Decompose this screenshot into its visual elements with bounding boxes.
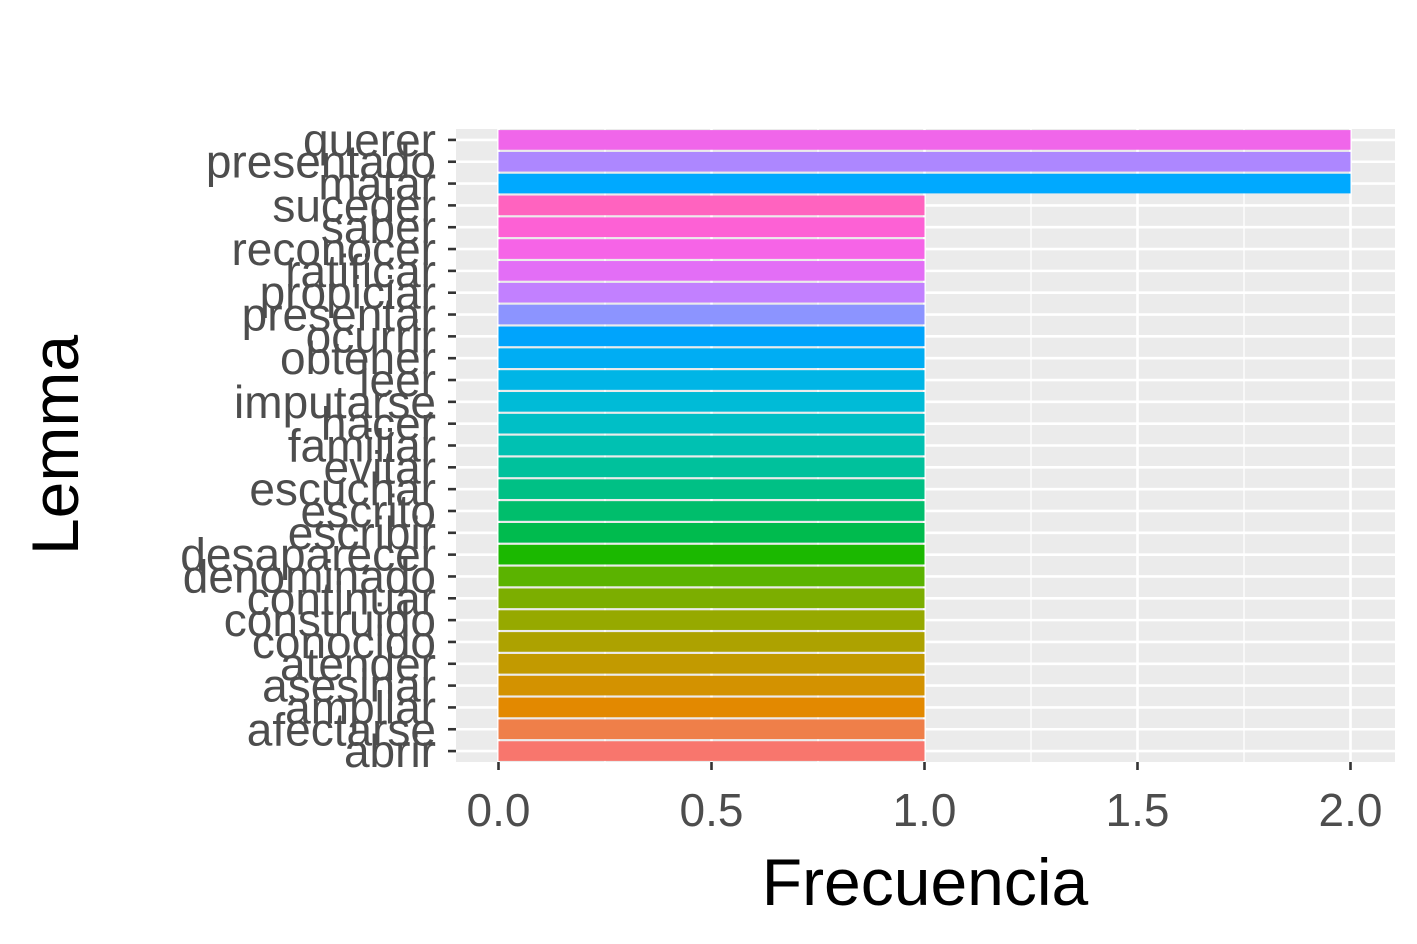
y-tick-label: escrito (301, 485, 436, 537)
y-tick-label: denominado (183, 550, 436, 602)
y-tick-label: construido (224, 594, 436, 646)
y-tick-label: imputarse (234, 376, 436, 428)
y-tick-label: escuchar (249, 463, 436, 515)
bar-escribir (498, 522, 925, 543)
y-tick-label: familiar (288, 420, 436, 472)
bars (498, 130, 1351, 761)
bar-continuar (498, 588, 925, 609)
bar-matar (498, 173, 1351, 194)
bar-imputarse (498, 392, 925, 412)
bar-construido (498, 610, 925, 630)
bar-evitar (498, 457, 925, 478)
bar-reconocer (498, 239, 925, 259)
y-tick-label: abrir (344, 725, 436, 777)
bar-atender (498, 653, 925, 674)
y-tick-label: suceder (272, 179, 436, 231)
x-tick-label: 1.5 (1106, 784, 1170, 836)
y-tick-label: afectarse (247, 703, 436, 755)
y-tick-label: propiciar (260, 267, 436, 319)
y-tick-label: reconocer (231, 223, 436, 275)
y-tick-label: atender (280, 638, 436, 690)
y-tick-label: querer (303, 114, 436, 166)
bar-leer (498, 370, 925, 390)
y-tick-label: escribir (288, 507, 436, 559)
bar-saber (498, 217, 925, 238)
y-tick-label: leer (359, 354, 436, 406)
bar-desaparecer (498, 544, 925, 565)
y-axis-title: Lemma (18, 335, 92, 555)
y-tick-label: hacer (321, 398, 436, 450)
y-tick-label: presentado (206, 136, 436, 188)
y-tick-label: conocido (252, 616, 436, 668)
y-tick-label: saber (321, 201, 436, 253)
bar-abrir (498, 741, 925, 761)
bar-familiar (498, 435, 925, 456)
bar-asesinar (498, 675, 925, 696)
bar-escuchar (498, 479, 925, 499)
bar-ampliar (498, 697, 925, 718)
bar-querer (498, 130, 1351, 150)
y-tick-label: ampliar (285, 681, 436, 733)
y-tick-label: evitar (324, 441, 436, 493)
bar-propiciar (498, 282, 925, 303)
bar-conocido (498, 632, 925, 652)
x-tick-label: 2.0 (1319, 784, 1383, 836)
x-axis: 0.0 0.5 1.0 1.5 2.0 (467, 762, 1383, 836)
y-tick-label: presentar (242, 289, 436, 341)
y-tick-label: asesinar (262, 660, 436, 712)
y-tick-label: ratificar (285, 245, 436, 297)
bar-hacer (498, 413, 925, 434)
bar-denominado (498, 566, 925, 587)
y-tick-label: matar (318, 158, 436, 210)
x-tick-label: 1.0 (893, 784, 957, 836)
bar-escrito (498, 501, 925, 521)
y-tick-label: desaparecer (180, 529, 436, 581)
x-tick-label: 0.5 (680, 784, 744, 836)
bar-ratificar (498, 261, 925, 281)
bar-ocurrir (498, 326, 925, 347)
y-axis: abrirafectarseampliarasesinaratendercono… (180, 114, 456, 777)
y-tick-label: continuar (247, 572, 436, 624)
bar-suceder (498, 195, 925, 216)
x-axis-title: Frecuencia (762, 845, 1089, 919)
bar-obtener (498, 348, 925, 369)
bar-presentar (498, 304, 925, 325)
bar-afectarse (498, 719, 925, 740)
y-tick-label: ocurrir (306, 310, 436, 362)
bar-presentado (498, 151, 1351, 172)
y-tick-label: obtener (280, 332, 436, 384)
x-tick-label: 0.0 (467, 784, 531, 836)
